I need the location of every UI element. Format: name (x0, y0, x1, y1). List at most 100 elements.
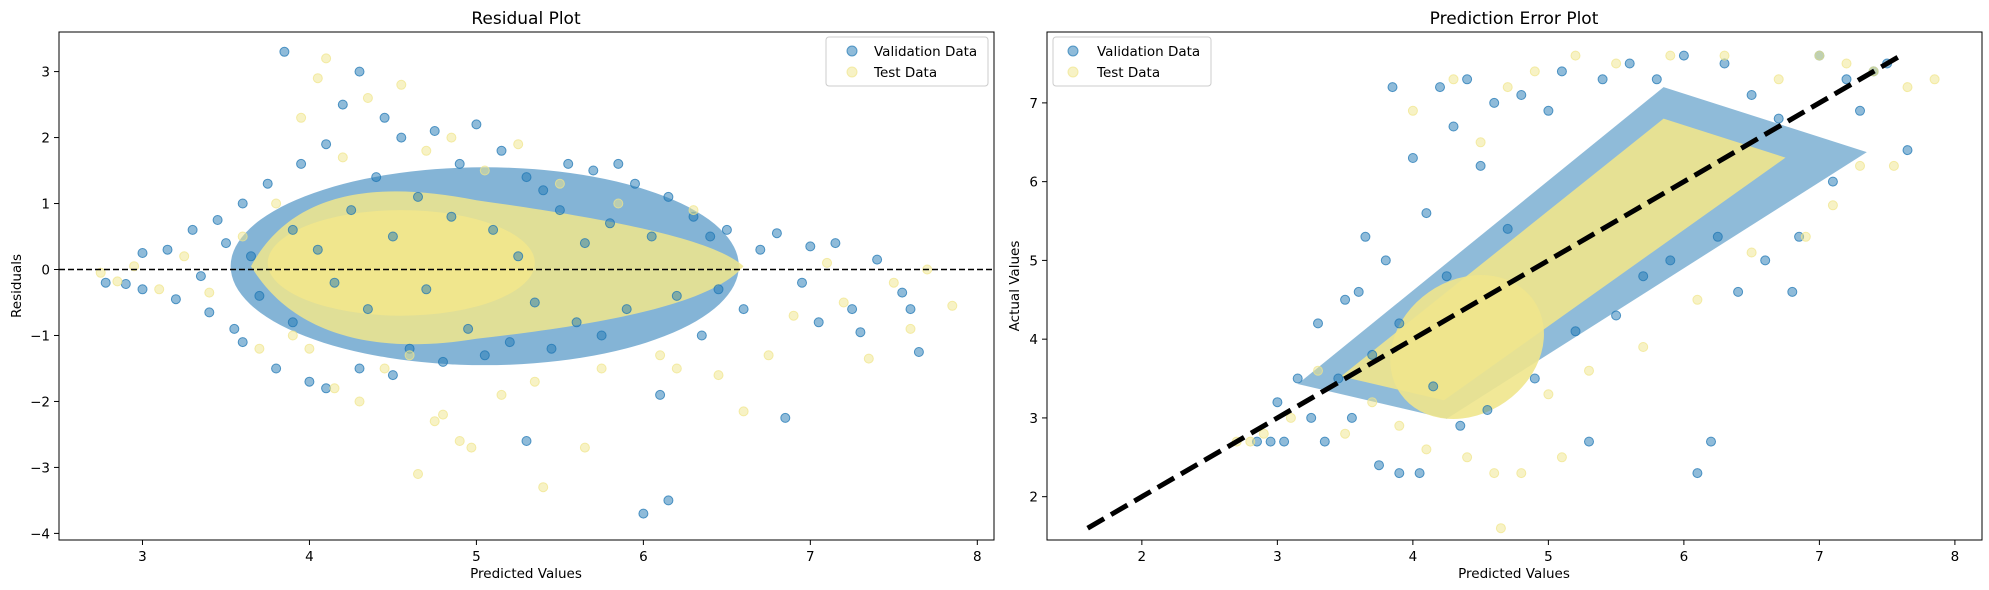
prediction-validation-point (1475, 160, 1486, 171)
residual-validation-point (529, 297, 540, 308)
prediction-xtick-label: 6 (1680, 549, 1689, 565)
residual-test-point (337, 152, 348, 163)
prediction-validation-point (1448, 121, 1459, 132)
prediction-test-point (1475, 137, 1486, 148)
prediction-validation-point (1313, 318, 1323, 329)
prediction-validation-point (1265, 436, 1276, 447)
prediction-test-point (1421, 444, 1432, 455)
prediction-test-point (1902, 82, 1913, 93)
prediction-validation-point (1611, 310, 1622, 321)
residual-validation-point (538, 185, 549, 196)
residual-validation-point (346, 205, 357, 216)
prediction-y-ticks: 2 3 4 5 6 7 (1029, 96, 1047, 506)
prediction-legend-test-marker (1067, 66, 1079, 78)
residual-validation-point (646, 231, 657, 242)
prediction-ytick-label: 2 (1029, 490, 1038, 506)
residual-validation-point (100, 277, 111, 288)
residual-validation-point (170, 294, 181, 305)
residual-validation-point (287, 224, 298, 235)
residual-validation-point (304, 376, 315, 387)
prediction-xtick-label: 8 (1951, 549, 1960, 565)
residual-y-axis-label: Residuals (9, 254, 25, 318)
residual-y-ticks: −4 −3 −2 −1 0 1 2 3 (30, 65, 59, 542)
residual-validation-point (905, 304, 916, 315)
prediction-validation-point (1414, 468, 1425, 479)
prediction-test-point (1888, 160, 1899, 171)
prediction-validation-point (1387, 82, 1398, 93)
residual-validation-point (195, 271, 206, 282)
prediction-x-ticks: 2 3 4 5 6 7 8 (1138, 540, 1960, 565)
residual-test-point (404, 350, 415, 361)
residual-validation-point (396, 132, 407, 143)
prediction-test-point (1543, 389, 1554, 400)
residual-test-point (129, 261, 140, 272)
residual-test-point (112, 276, 123, 287)
residual-validation-point (312, 244, 323, 255)
prediction-test-point (1800, 231, 1811, 242)
prediction-ytick-label: 5 (1029, 253, 1038, 269)
residual-validation-point (713, 284, 724, 295)
residual-validation-point (329, 277, 340, 288)
residual-validation-point (671, 290, 682, 301)
prediction-validation-point (1733, 286, 1744, 297)
residual-test-point (354, 396, 365, 407)
prediction-legend: Validation Data Test Data (1052, 36, 1212, 87)
residual-validation-point (379, 112, 390, 123)
prediction-test-point (1638, 342, 1649, 352)
prediction-density-cloud (1297, 87, 1867, 420)
residual-validation-point (813, 317, 824, 328)
prediction-validation-point (1556, 66, 1567, 77)
residual-test-point (95, 267, 106, 278)
prediction-test-point (1462, 452, 1473, 463)
prediction-validation-point (1692, 468, 1703, 479)
residual-validation-point (271, 363, 282, 374)
residual-test-point (888, 277, 899, 288)
prediction-validation-point (1306, 412, 1317, 423)
residual-plot: Residual Plot 3 4 5 6 7 8 −4 −3 −2 −1 0 1 2 3 Predic… (9, 9, 995, 582)
prediction-validation-point (1482, 405, 1493, 415)
residual-validation-point (387, 370, 398, 381)
residual-test-point (671, 363, 682, 374)
residual-xtick-label: 7 (806, 549, 815, 565)
prediction-validation-point (1516, 90, 1527, 100)
residual-validation-point (287, 317, 298, 328)
residual-validation-point (296, 158, 307, 169)
residual-validation-point (521, 172, 532, 183)
prediction-test-point (1495, 523, 1506, 534)
residual-test-point (529, 376, 540, 387)
residual-validation-point (446, 211, 457, 222)
prediction-points (1231, 50, 1940, 534)
residual-validation-point (913, 347, 924, 357)
residual-xtick-label: 6 (639, 549, 648, 565)
prediction-plot-frame (1046, 31, 1983, 541)
prediction-validation-point (1570, 326, 1581, 337)
residual-test-point (479, 165, 490, 176)
prediction-validation-point (1292, 373, 1303, 384)
residual-validation-point (696, 330, 707, 341)
residual-ytick-label: −1 (30, 328, 50, 344)
residual-validation-point (137, 248, 148, 258)
prediction-test-point (1584, 365, 1594, 376)
prediction-validation-point (1841, 74, 1852, 85)
residual-validation-point (137, 284, 148, 295)
residual-test-point (579, 442, 590, 453)
prediction-test-point (1570, 50, 1581, 61)
prediction-ytick-label: 3 (1029, 411, 1038, 427)
prediction-validation-point (1584, 436, 1594, 447)
prediction-validation-point (1760, 255, 1771, 266)
residual-validation-point (254, 290, 265, 301)
residual-validation-point (221, 238, 231, 249)
residual-xtick-label: 8 (973, 549, 982, 565)
residual-validation-point (387, 231, 398, 242)
residual-test-point (538, 482, 549, 493)
residual-validation-point (638, 508, 649, 519)
residual-x-axis-label: Predicted Values (470, 566, 582, 582)
residual-validation-point (897, 287, 908, 298)
residual-validation-point (655, 389, 666, 400)
residual-validation-point (212, 215, 223, 225)
residual-legend-test-marker (846, 66, 858, 78)
prediction-validation-point (1746, 90, 1757, 100)
prediction-ytick-label: 4 (1029, 332, 1038, 348)
residual-validation-point (563, 158, 574, 169)
